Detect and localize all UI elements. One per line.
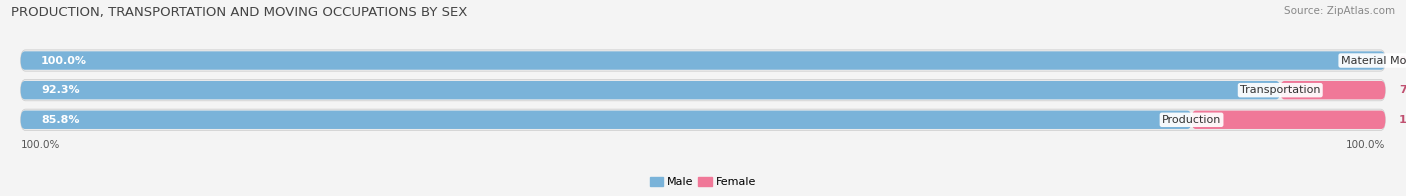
Text: 0.0%: 0.0% xyxy=(1399,55,1406,65)
Text: 92.3%: 92.3% xyxy=(41,85,80,95)
Text: Transportation: Transportation xyxy=(1240,85,1320,95)
Text: 7.7%: 7.7% xyxy=(1399,85,1406,95)
Legend: Male, Female: Male, Female xyxy=(645,172,761,192)
FancyBboxPatch shape xyxy=(21,80,1385,101)
FancyBboxPatch shape xyxy=(1191,111,1385,129)
FancyBboxPatch shape xyxy=(21,50,1385,71)
Text: 85.8%: 85.8% xyxy=(41,115,80,125)
Text: Production: Production xyxy=(1161,115,1222,125)
FancyBboxPatch shape xyxy=(21,81,1281,99)
Text: Source: ZipAtlas.com: Source: ZipAtlas.com xyxy=(1284,6,1395,16)
FancyBboxPatch shape xyxy=(21,51,1385,70)
FancyBboxPatch shape xyxy=(1281,81,1385,99)
FancyBboxPatch shape xyxy=(21,109,1385,131)
FancyBboxPatch shape xyxy=(21,111,1191,129)
Text: 100.0%: 100.0% xyxy=(21,140,60,150)
Text: 14.2%: 14.2% xyxy=(1399,115,1406,125)
Text: PRODUCTION, TRANSPORTATION AND MOVING OCCUPATIONS BY SEX: PRODUCTION, TRANSPORTATION AND MOVING OC… xyxy=(11,6,468,19)
Text: Material Moving: Material Moving xyxy=(1341,55,1406,65)
Text: 100.0%: 100.0% xyxy=(41,55,87,65)
Text: 100.0%: 100.0% xyxy=(1346,140,1385,150)
